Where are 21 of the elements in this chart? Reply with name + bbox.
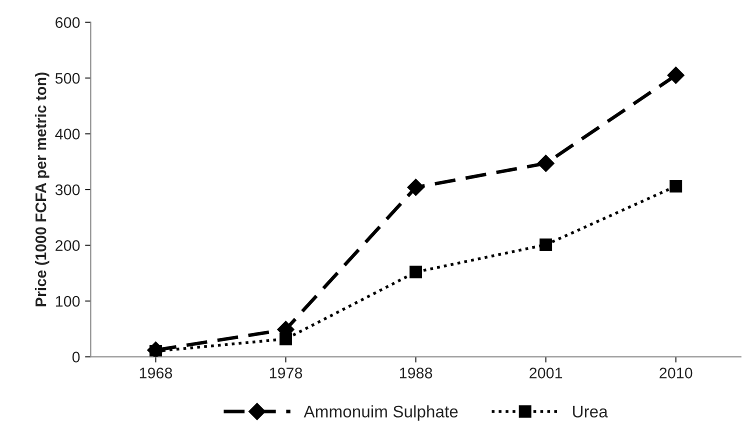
- y-tick-label: 200: [56, 240, 80, 251]
- y-tick-label: 500: [55, 72, 80, 84]
- x-tick-label: 1968: [140, 368, 172, 378]
- x-tick-label: 2001: [530, 368, 562, 378]
- legend-label: Urea: [573, 406, 608, 418]
- y-tick-label: 0: [72, 352, 80, 362]
- x-tick-label: 1978: [270, 368, 302, 378]
- x-tick-label: 2010: [660, 368, 692, 378]
- legend-label: Ammonuim Sulphate: [304, 405, 458, 421]
- point: [540, 238, 552, 251]
- point: [670, 180, 682, 192]
- x-tick-label: 1988: [400, 368, 432, 378]
- y-tick-label: 100: [56, 296, 80, 307]
- point: [667, 66, 684, 84]
- y-tick-label: 400: [55, 128, 80, 140]
- point: [410, 266, 422, 278]
- point: [537, 154, 554, 172]
- y-axis-title: Price (1000 FCFA per metric ton): [35, 72, 50, 306]
- point: [407, 178, 424, 196]
- y-tick-label: 600: [56, 17, 80, 28]
- y-tick-label: 300: [55, 184, 80, 196]
